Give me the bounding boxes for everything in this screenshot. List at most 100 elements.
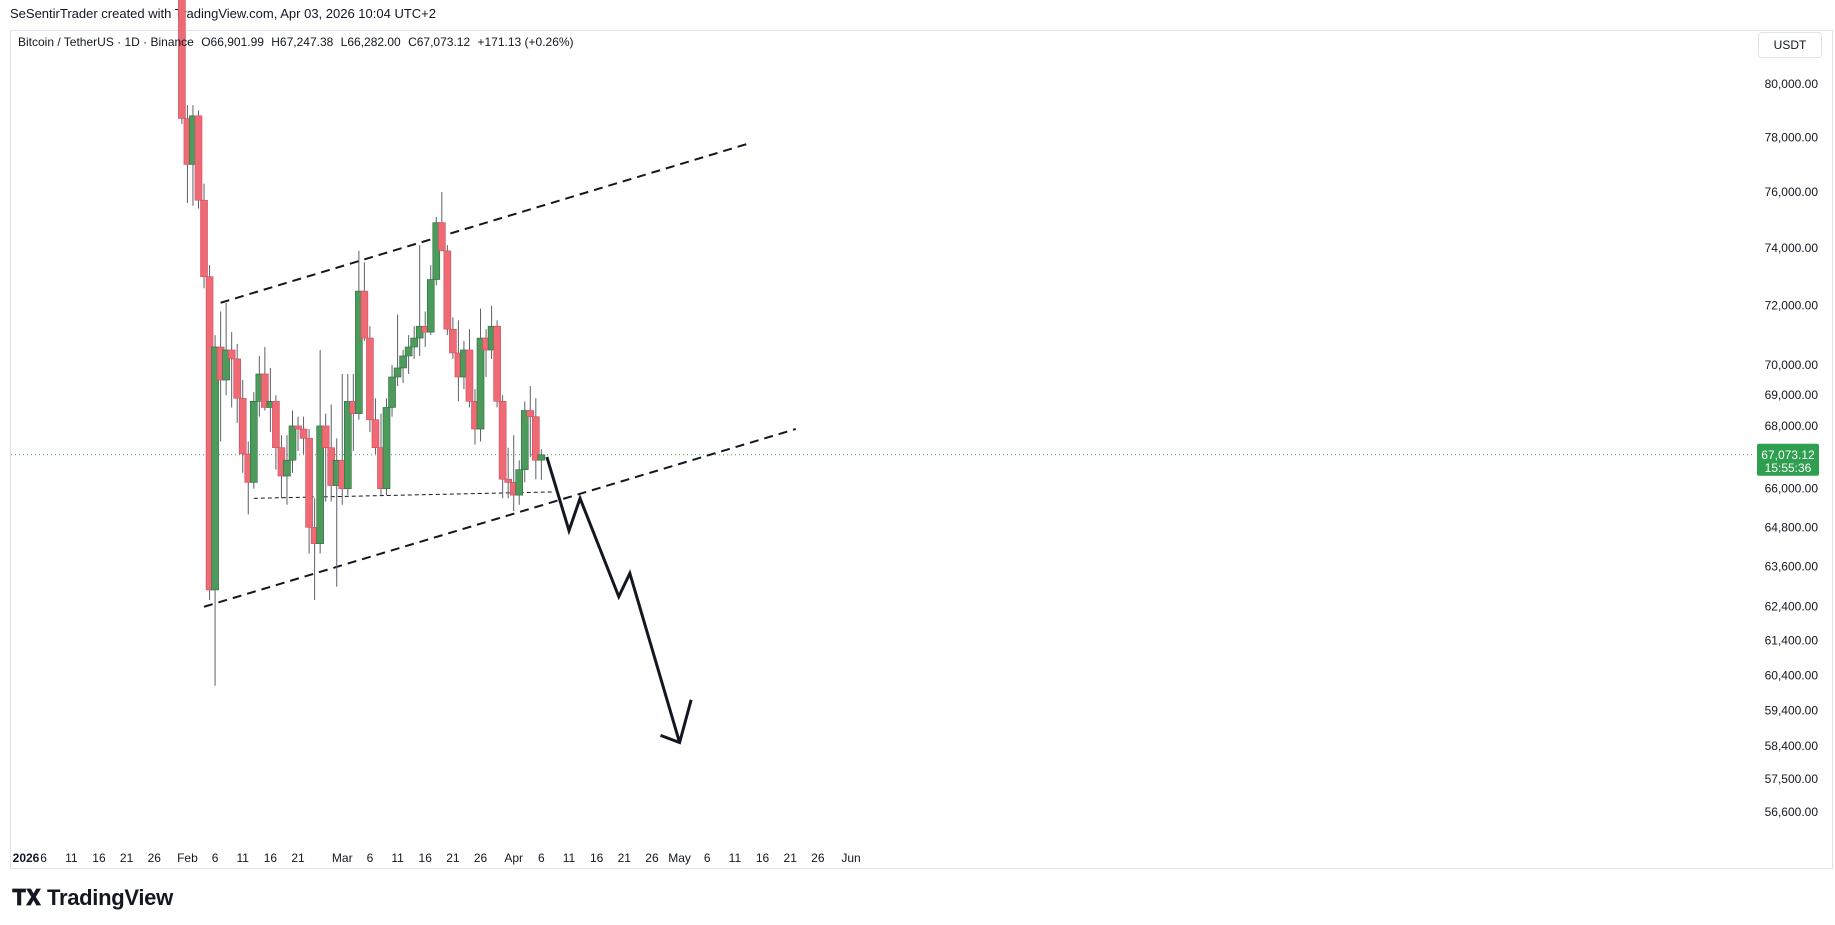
y-tick-label: 62,400.00 [1765,600,1819,614]
candle-body [443,250,452,330]
x-tick-label: 21 [784,851,798,865]
x-tick-label: Jun [841,851,860,865]
candle-body [299,428,308,439]
candle-body [316,425,324,544]
candle-body [227,349,236,360]
x-tick-label: 6 [212,851,219,865]
candle-body [426,279,435,333]
candle-body [504,478,512,483]
chart-frame [10,30,1833,869]
x-tick-label: Mar [332,851,353,865]
candles-layer [178,0,546,686]
x-tick-label: 21 [446,851,460,865]
y-tick-label: 59,400.00 [1765,703,1819,717]
y-tick-label: 61,400.00 [1765,634,1819,648]
candle-body [355,290,363,414]
x-tick-label: 26 [811,851,825,865]
legend-high: H67,247.38 [271,35,334,49]
y-tick-label: 60,400.00 [1765,668,1819,682]
y-tick-label: 66,000.00 [1765,482,1819,496]
axes-layer: 80,000.00 78,000.00 76,000.00 74,000.00 72,0… [13,77,1819,865]
y-tick-label: 74,000.00 [1765,241,1819,255]
candle-body [532,416,540,461]
candle-body [294,425,302,430]
candle-body [388,376,396,408]
y-tick-label: 57,500.00 [1765,772,1819,786]
candle-body [393,367,402,378]
drawings-layer [11,141,1755,745]
y-tick-label: 76,000.00 [1765,185,1819,199]
x-tick-label: 21 [120,851,134,865]
candle-body [194,115,203,201]
currency-button[interactable]: USDT [1758,32,1822,58]
candle-body [410,337,418,348]
x-tick-label: 21 [618,851,632,865]
x-tick-label: 26 [148,851,162,865]
candle-body [399,355,407,369]
x-tick-label: 6 [704,851,711,865]
x-tick-label: 11 [236,851,249,865]
legend-low: L66,282.00 [340,35,401,49]
x-tick-label: 11 [563,851,576,865]
candle-body [515,469,524,496]
x-tick-label: Feb [177,851,198,865]
candle-body [382,407,391,490]
y-tick-label: 70,000.00 [1765,358,1819,372]
candle-body [261,373,269,408]
legend-close: C67,073.12 [408,35,471,49]
candle-body [537,454,546,461]
x-tick-label: 16 [264,851,278,865]
candle-body [465,349,474,402]
chart-credit: SeSentirTrader created with TradingView.… [10,6,436,21]
candle-body [520,410,529,470]
legend-open: O66,901.99 [201,35,264,49]
x-tick-label: 11 [65,851,78,865]
candle-body [288,425,297,461]
x-tick-label: 21 [291,851,305,865]
y-tick-label: 64,800.00 [1765,520,1819,534]
y-tick-label: 56,600.00 [1765,805,1819,819]
x-tick-label: 16 [92,851,106,865]
candle-body [222,349,230,381]
y-tick-label: 72,000.00 [1765,299,1819,313]
candle-body [438,222,446,252]
channel-lower-line [203,428,797,608]
candle-body [272,401,280,449]
candle-body [476,337,485,430]
projection-path [545,456,682,743]
x-tick-label: 16 [590,851,604,865]
candle-body [404,346,413,357]
y-tick-label: 63,600.00 [1765,560,1819,574]
price-badge-bg [1757,443,1819,476]
candle-body [493,325,501,402]
y-tick-label: 80,000.00 [1765,77,1819,91]
candle-body [449,328,457,354]
x-tick-label: 6 [538,851,545,865]
tradingview-logo-text: TradingView [47,885,173,910]
candle-body [343,401,352,490]
x-tick-label: 26 [474,851,488,865]
y-tick-label: 69,000.00 [1765,388,1819,402]
x-tick-label: 16 [756,851,770,865]
candle-body [498,401,507,480]
candle-body [526,410,535,417]
projection-arrow-head [660,699,693,745]
candle-body [233,358,241,399]
x-tick-label: 16 [419,851,433,865]
x-tick-label: 11 [729,851,742,865]
candle-body [371,419,380,449]
x-tick-label: 6 [367,851,374,865]
symbol-legend[interactable]: Bitcoin / TetherUS · 1D · Binance O66,90… [18,35,578,49]
price-badge-countdown: 15:55:36 [1765,461,1812,475]
y-tick-label: 78,000.00 [1765,130,1819,144]
x-tick-label: Apr [504,851,523,865]
tradingview-logo[interactable]: 𝐓𝐗 TradingView [12,884,173,912]
candle-body [211,346,219,591]
candle-body [321,425,330,449]
channel-upper-line [220,141,752,304]
candle-body [366,337,374,421]
candle-body [305,438,313,528]
